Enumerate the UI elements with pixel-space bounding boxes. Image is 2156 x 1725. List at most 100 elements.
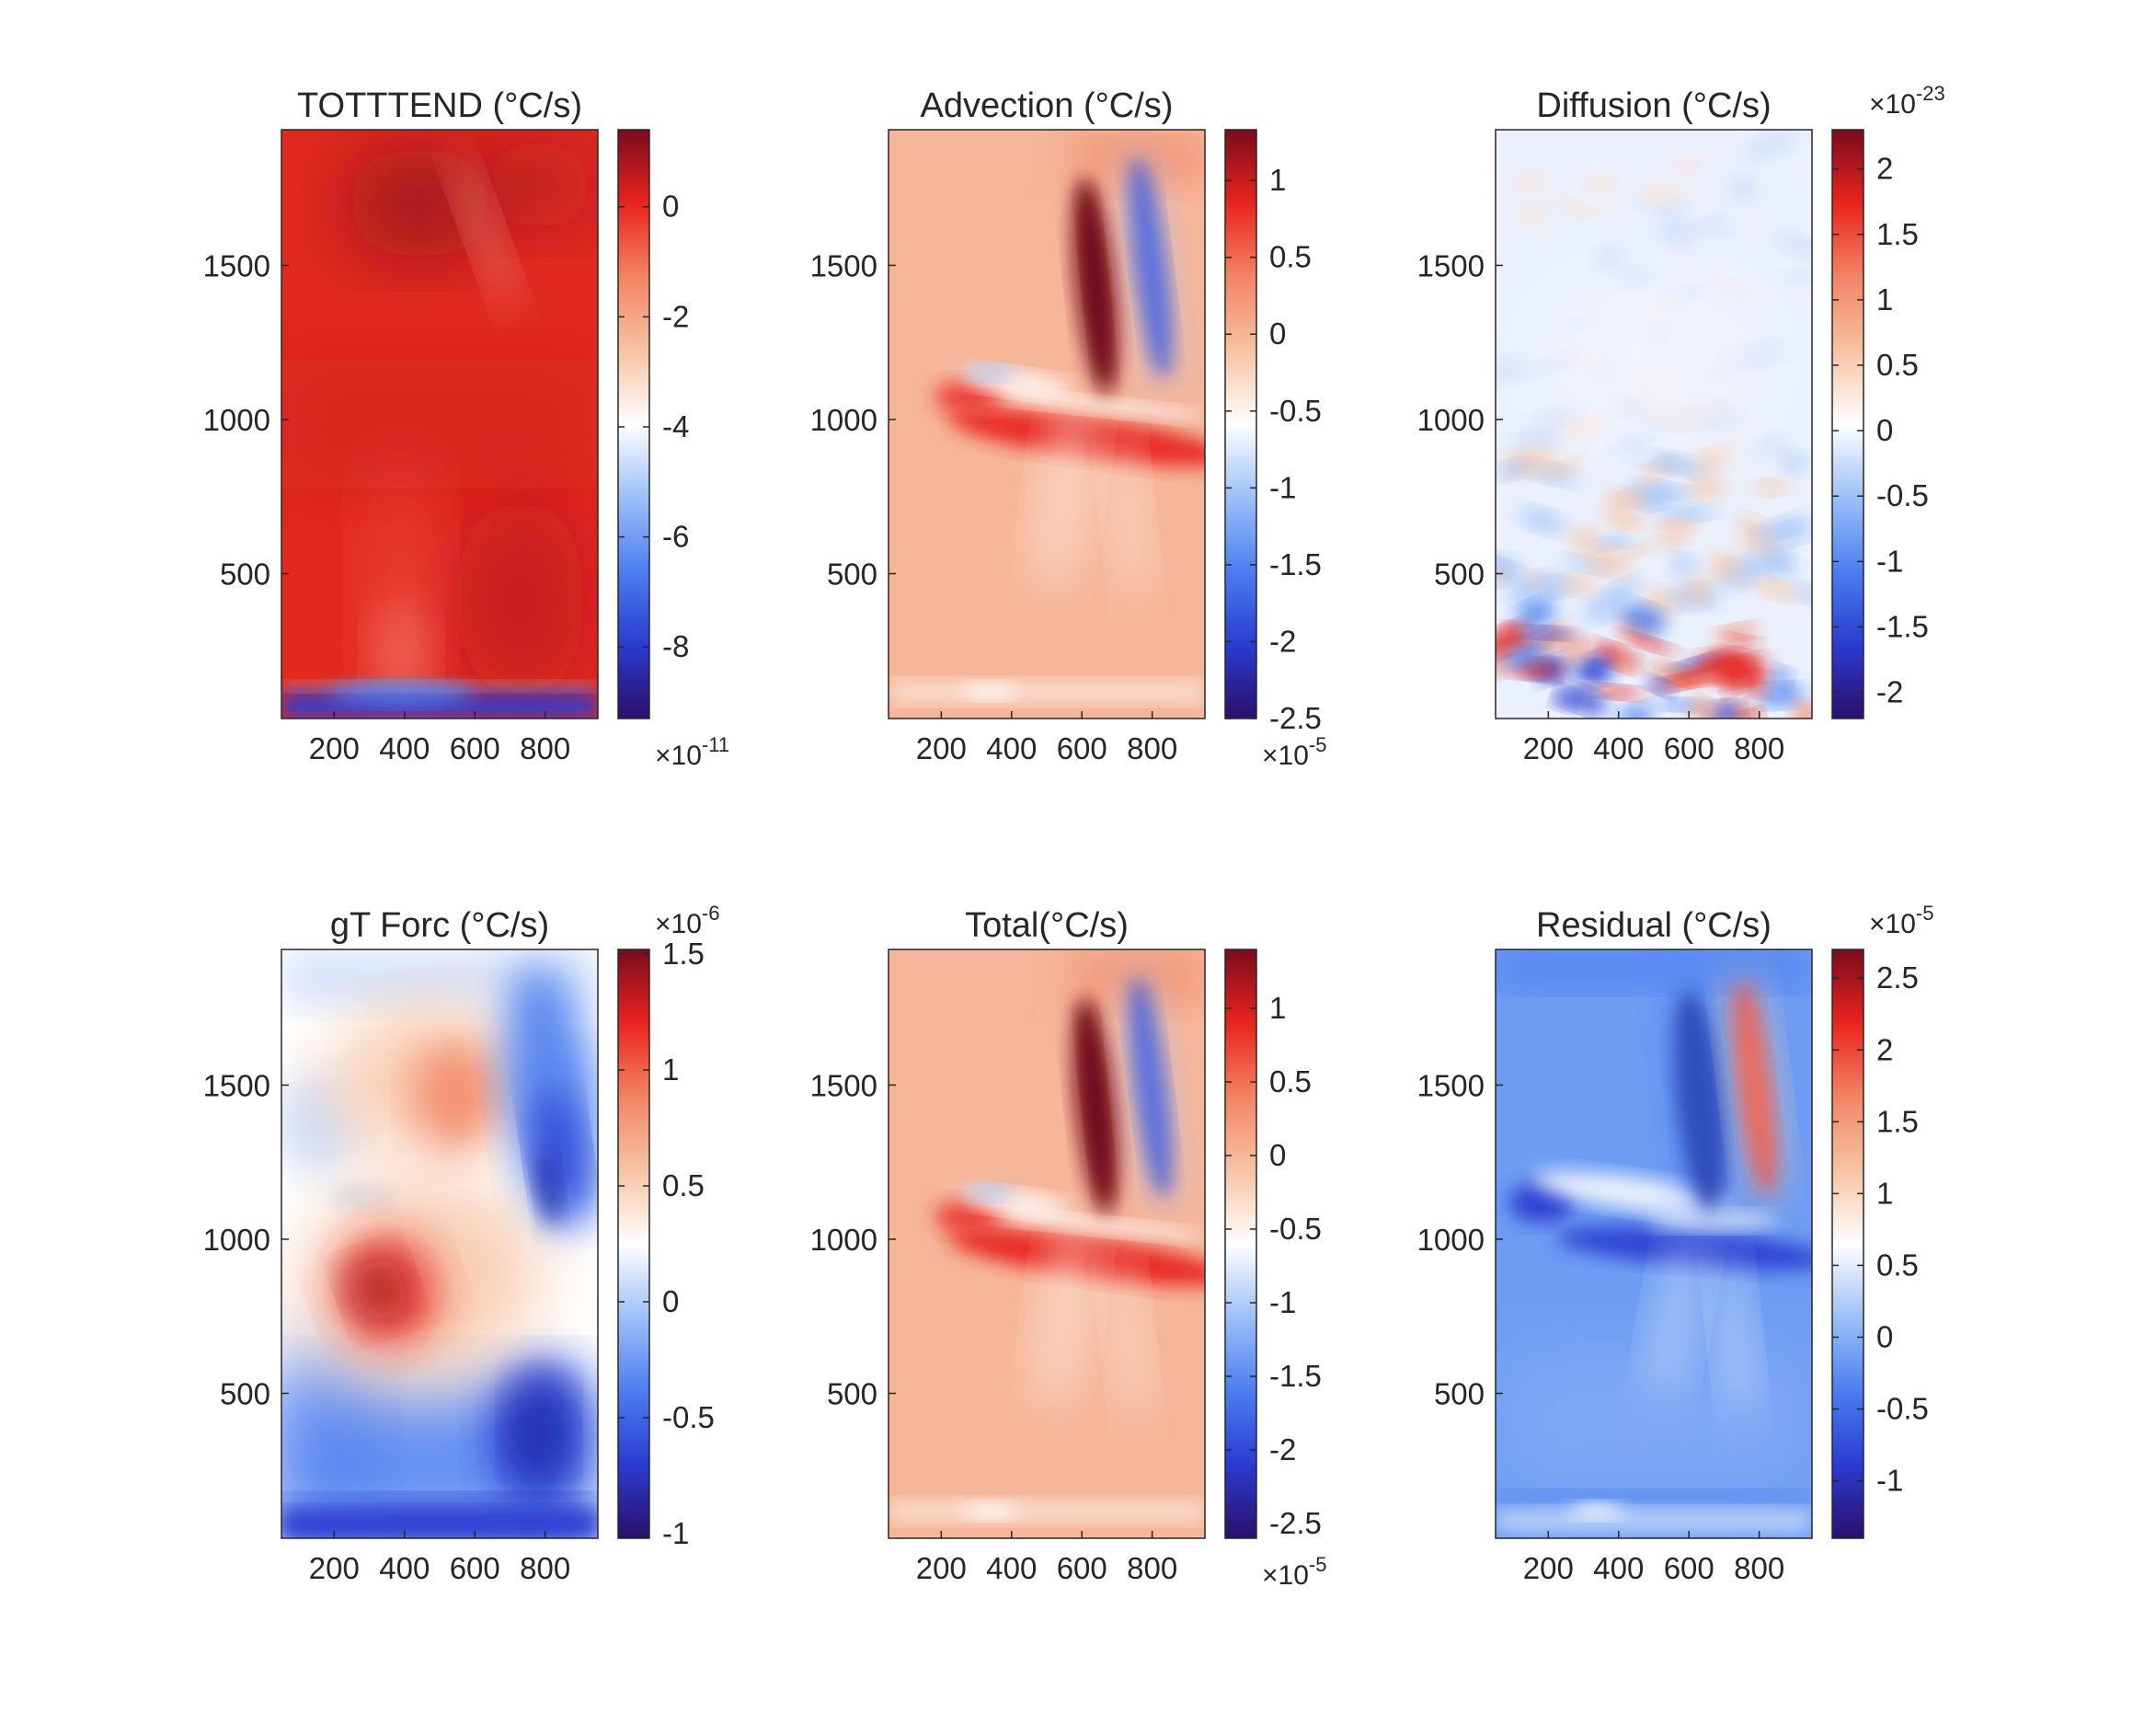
colorbar <box>1224 949 1257 1539</box>
colorbar-tick-label: 0.5 <box>1876 348 1919 382</box>
heatmap-field <box>889 130 1205 719</box>
colorbar-tick-label: -2 <box>1269 624 1296 658</box>
noise-blob <box>1792 704 1812 719</box>
colorbar-exponent: ×10-6 <box>655 902 719 939</box>
dark-warm-core-2 <box>484 139 594 231</box>
light-streak-2 <box>1714 1253 1756 1419</box>
bottom-light-band <box>889 1501 1205 1522</box>
x-tick-label: 800 <box>1734 731 1784 765</box>
colorbar-tick-label: 1 <box>1269 991 1286 1025</box>
noise-blob <box>1743 130 1797 161</box>
colorbar <box>1224 129 1257 719</box>
colorbar-exponent: ×10-11 <box>655 733 729 771</box>
colorbar-tick-label: -1 <box>662 1516 689 1550</box>
noise-blob <box>1754 435 1787 457</box>
colorbar-tick-label: -0.5 <box>662 1400 715 1434</box>
y-tick-label: 500 <box>220 558 270 592</box>
noise-blob <box>1565 201 1622 220</box>
noise-blob <box>1520 431 1554 445</box>
x-tick-label: 600 <box>1057 1551 1107 1585</box>
lower-left-cold <box>281 1336 373 1538</box>
noise-blob <box>1647 454 1703 475</box>
noise-blob <box>1635 202 1663 215</box>
plot-frame <box>1495 129 1813 719</box>
y-tick-label: 500 <box>827 1377 877 1411</box>
light-streak-2 <box>1107 433 1149 599</box>
colorbar-tick-label: -1 <box>1876 544 1903 578</box>
colorbar-tick-label: 1.5 <box>662 937 705 971</box>
colorbar-tick-label: -1.5 <box>1269 547 1322 581</box>
white-streak-2 <box>985 1212 1205 1239</box>
warm-ridge-core <box>1081 185 1110 387</box>
noise-blob <box>1739 513 1768 533</box>
noise-blob <box>1509 660 1560 677</box>
heatmap-field <box>281 949 598 1538</box>
noise-blob <box>1591 538 1636 549</box>
x-tick-label: 200 <box>309 1551 360 1585</box>
noise-blob <box>1565 637 1586 662</box>
colorbar-exponent: ×10-5 <box>1869 902 1933 939</box>
y-tick-label: 500 <box>1434 1377 1485 1411</box>
subplot-1: TOTTTEND (°C/s) 200 400 600 800 500 1000 1500 0 -… <box>203 86 729 771</box>
noise-blob <box>1581 594 1632 621</box>
colorbar-tick-label: 1 <box>1876 282 1893 316</box>
light-streak <box>1647 1236 1703 1399</box>
colorbar-tick-label: 1 <box>1269 163 1286 197</box>
white-streak <box>1533 1171 1734 1215</box>
noise-blob <box>1605 430 1660 454</box>
y-tick-label: 500 <box>1434 558 1485 592</box>
colorbar-tick-label: -1 <box>1269 1285 1296 1319</box>
upper-warm-core <box>415 1041 498 1152</box>
subplot-5: Total(°C/s) 200 400 600 800 500 1000 1500 1 0.5 0 -… <box>810 906 1327 1591</box>
noise-blob <box>1722 673 1745 693</box>
noise-blob <box>1595 247 1624 270</box>
warm-ridge-core <box>1081 1005 1110 1207</box>
noise-blob <box>1622 604 1667 634</box>
noise-blob <box>1750 579 1799 599</box>
noise-blob <box>1669 555 1697 575</box>
plot-title: Residual (°C/s) <box>1536 906 1772 945</box>
x-tick-label: 600 <box>450 731 500 765</box>
x-tick-label: 200 <box>1523 731 1574 765</box>
colorbar-tick-label: 0.5 <box>1876 1248 1919 1282</box>
colorbar-tick-label: 0 <box>1269 1138 1286 1172</box>
mid-warm-peak <box>350 1258 407 1322</box>
noise-blob <box>1565 688 1607 714</box>
noise-blob <box>1657 699 1698 710</box>
y-tick-label: 1500 <box>1417 248 1485 282</box>
colorbar-tick-label: 0 <box>662 1284 679 1318</box>
noise-blob <box>1707 554 1742 579</box>
noise-blob <box>1587 548 1633 575</box>
cold-ridge-halo <box>1122 144 1179 392</box>
noise-blob <box>1687 474 1725 499</box>
cold-ridge-halo <box>1122 963 1179 1212</box>
noise-blob <box>1496 358 1530 381</box>
noise-blob <box>1771 668 1791 686</box>
colorbar-tick-label: -1.5 <box>1269 1359 1322 1393</box>
mid-dark-band <box>281 360 598 489</box>
colorbar <box>1831 949 1864 1539</box>
x-tick-label: 800 <box>520 731 570 765</box>
noise-blob <box>1795 584 1812 603</box>
heatmap-field <box>889 949 1205 1538</box>
noise-blob <box>1726 176 1759 202</box>
colorbar-tick-label: -4 <box>662 409 689 443</box>
noise-blob <box>1709 704 1741 719</box>
plot-title: Advection (°C/s) <box>921 86 1174 125</box>
colorbar-tick-label: -2 <box>662 299 689 333</box>
noise-blob <box>1547 458 1583 477</box>
subplot-4: gT Forc (°C/s) 200 400 600 800 500 1000 1500 1.5… <box>203 902 720 1585</box>
x-tick-label: 800 <box>1127 731 1177 765</box>
y-tick-label: 1500 <box>203 248 270 282</box>
blue-fleck <box>964 365 1015 380</box>
subplot-2: Advection (°C/s) 200 400 600 800 500 1000 1500 1… <box>810 86 1327 771</box>
colorbar-tick-label: -2.5 <box>1269 701 1322 735</box>
noise-blob <box>1518 508 1565 533</box>
colorbar-tick-label: -1 <box>1876 1464 1903 1498</box>
x-tick-label: 800 <box>520 1551 570 1585</box>
noise-blob <box>1617 657 1639 673</box>
x-tick-label: 400 <box>986 731 1037 765</box>
noise-blob <box>1620 517 1647 530</box>
white-streak-2 <box>985 392 1205 420</box>
noise-blob <box>1670 156 1706 175</box>
